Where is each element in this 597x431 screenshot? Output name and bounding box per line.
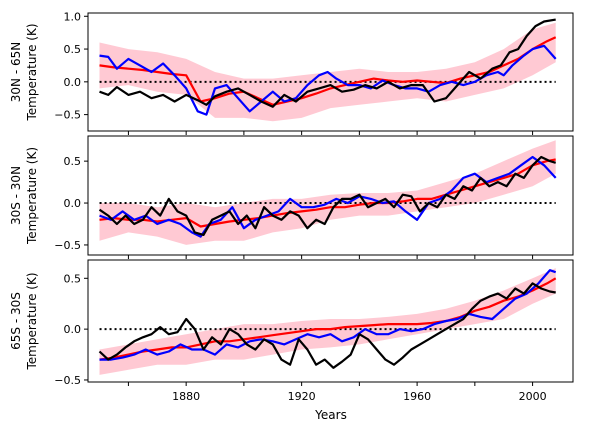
y-axis-region-label: 65S - 30S	[9, 292, 23, 350]
y-tick-label: 0.0	[64, 197, 82, 210]
series-line-black	[98, 155, 557, 236]
y-tick-label: −0.5	[54, 239, 81, 252]
x-tick-label: 1960	[403, 390, 431, 403]
panel-1: −0.5 0.0 0.5 1.0 30N - 65N Temperature (K)	[9, 10, 574, 135]
plot-frame	[87, 135, 574, 256]
y-tick-label: 0.0	[64, 323, 82, 336]
y-tick-label: −0.5	[54, 374, 81, 387]
members-band	[99, 140, 556, 245]
y-tick-label: 1.0	[64, 10, 82, 23]
y-axis-unit-label: Temperature (K)	[25, 272, 39, 370]
y-tick-label: 0.5	[64, 43, 82, 56]
series-line-red	[99, 36, 557, 106]
y-tick-label: 0.0	[64, 76, 82, 89]
y-axis-unit-label: Temperature (K)	[25, 23, 39, 121]
plot-area	[98, 268, 557, 375]
plot-area	[99, 18, 557, 122]
y-tick-label: 0.5	[64, 272, 82, 285]
y-axis-unit-label: Temperature (K)	[25, 147, 39, 245]
y-axis-region-label: 30S - 30N	[9, 166, 23, 225]
y-axis-region-label: 30N - 65N	[9, 42, 23, 102]
x-tick-label: 1880	[172, 390, 200, 403]
y-tick-label: −0.5	[54, 109, 81, 122]
panel-3: −0.5 0.0 0.5 1880 1920 1960 2000 65S - 30S Tempe…	[9, 259, 574, 403]
plot-frame	[87, 259, 574, 383]
x-tick-label: 2000	[519, 390, 547, 403]
plot-frame	[87, 12, 574, 132]
series-line-blue	[99, 44, 557, 116]
series-line-blue	[99, 269, 557, 361]
x-axis-label: Years	[314, 408, 347, 422]
series-line-black	[99, 18, 556, 108]
y-tick-label: 0.5	[64, 155, 82, 168]
plot-area	[98, 140, 557, 245]
series-line-black	[98, 282, 556, 369]
series-line-blue	[99, 155, 557, 238]
members-band	[99, 268, 556, 375]
x-tick-label: 1920	[288, 390, 316, 403]
panel-2: −0.5 0.0 0.5 30S - 30N Temperature (K)	[9, 135, 574, 259]
series-line-red	[99, 158, 556, 228]
